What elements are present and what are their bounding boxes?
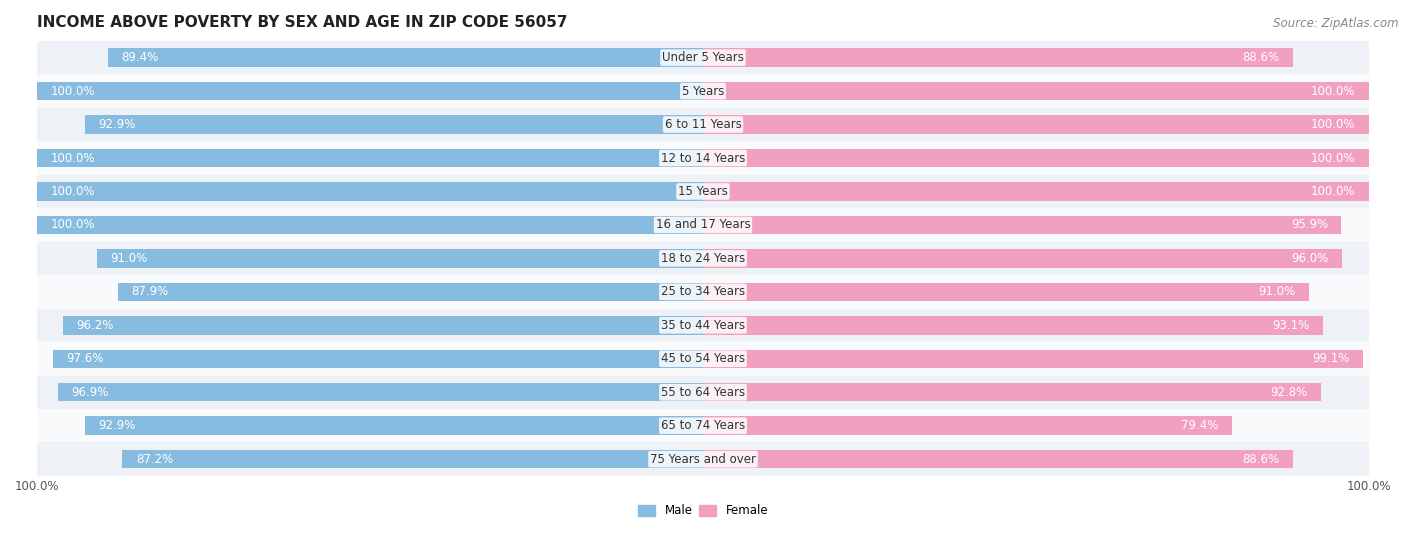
Bar [58, 383, 703, 401]
Bar [703, 149, 1369, 167]
Text: 25 to 34 Years: 25 to 34 Years [661, 285, 745, 299]
Text: 88.6%: 88.6% [1243, 453, 1279, 466]
Bar [37, 82, 703, 100]
Bar [37, 275, 1369, 309]
Text: 96.9%: 96.9% [72, 386, 108, 399]
Text: 100.0%: 100.0% [51, 219, 96, 231]
Bar [37, 241, 1369, 275]
Text: 100.0%: 100.0% [1310, 84, 1355, 98]
Bar [37, 108, 1369, 141]
Bar [108, 49, 703, 67]
Text: 89.4%: 89.4% [121, 51, 159, 64]
Bar [703, 249, 1343, 268]
Text: 12 to 14 Years: 12 to 14 Years [661, 151, 745, 164]
Bar [37, 342, 1369, 376]
Bar [703, 283, 1309, 301]
Text: 15 Years: 15 Years [678, 185, 728, 198]
Text: 100.0%: 100.0% [1310, 151, 1355, 164]
Bar [53, 349, 703, 368]
Bar [37, 182, 703, 201]
Text: 100.0%: 100.0% [51, 84, 96, 98]
Bar [703, 349, 1362, 368]
Bar [62, 316, 703, 334]
Bar [37, 74, 1369, 108]
Text: 45 to 54 Years: 45 to 54 Years [661, 352, 745, 365]
Text: 100.0%: 100.0% [51, 185, 96, 198]
Text: 95.9%: 95.9% [1291, 219, 1329, 231]
Text: 99.1%: 99.1% [1312, 352, 1350, 365]
Text: 91.0%: 91.0% [111, 252, 148, 265]
Bar [703, 182, 1369, 201]
Legend: Male, Female: Male, Female [633, 500, 773, 522]
Text: 97.6%: 97.6% [66, 352, 104, 365]
Text: Under 5 Years: Under 5 Years [662, 51, 744, 64]
Text: 88.6%: 88.6% [1243, 51, 1279, 64]
Bar [703, 115, 1369, 134]
Text: 87.9%: 87.9% [131, 285, 169, 299]
Bar [37, 175, 1369, 208]
Bar [703, 416, 1232, 435]
Text: 96.0%: 96.0% [1292, 252, 1329, 265]
Text: 16 and 17 Years: 16 and 17 Years [655, 219, 751, 231]
Text: 6 to 11 Years: 6 to 11 Years [665, 118, 741, 131]
Text: 35 to 44 Years: 35 to 44 Years [661, 319, 745, 332]
Text: Source: ZipAtlas.com: Source: ZipAtlas.com [1274, 17, 1399, 30]
Text: 96.2%: 96.2% [76, 319, 114, 332]
Bar [703, 316, 1323, 334]
Bar [122, 450, 703, 468]
Text: 100.0%: 100.0% [1310, 185, 1355, 198]
Text: 87.2%: 87.2% [136, 453, 173, 466]
Bar [37, 216, 703, 234]
Bar [703, 216, 1341, 234]
Bar [703, 49, 1294, 67]
Text: 100.0%: 100.0% [1310, 118, 1355, 131]
Bar [703, 82, 1369, 100]
Bar [84, 115, 703, 134]
Text: 55 to 64 Years: 55 to 64 Years [661, 386, 745, 399]
Bar [37, 409, 1369, 442]
Bar [703, 383, 1320, 401]
Bar [37, 41, 1369, 74]
Text: 5 Years: 5 Years [682, 84, 724, 98]
Text: 75 Years and over: 75 Years and over [650, 453, 756, 466]
Bar [37, 376, 1369, 409]
Bar [37, 149, 703, 167]
Bar [37, 309, 1369, 342]
Bar [84, 416, 703, 435]
Text: 65 to 74 Years: 65 to 74 Years [661, 419, 745, 432]
Text: INCOME ABOVE POVERTY BY SEX AND AGE IN ZIP CODE 56057: INCOME ABOVE POVERTY BY SEX AND AGE IN Z… [37, 15, 568, 30]
Bar [118, 283, 703, 301]
Text: 100.0%: 100.0% [51, 151, 96, 164]
Bar [37, 442, 1369, 476]
Text: 92.9%: 92.9% [98, 419, 135, 432]
Bar [703, 450, 1294, 468]
Text: 91.0%: 91.0% [1258, 285, 1295, 299]
Text: 92.9%: 92.9% [98, 118, 135, 131]
Bar [37, 141, 1369, 175]
Bar [37, 208, 1369, 241]
Text: 92.8%: 92.8% [1270, 386, 1308, 399]
Text: 93.1%: 93.1% [1272, 319, 1309, 332]
Text: 18 to 24 Years: 18 to 24 Years [661, 252, 745, 265]
Bar [97, 249, 703, 268]
Text: 79.4%: 79.4% [1181, 419, 1218, 432]
